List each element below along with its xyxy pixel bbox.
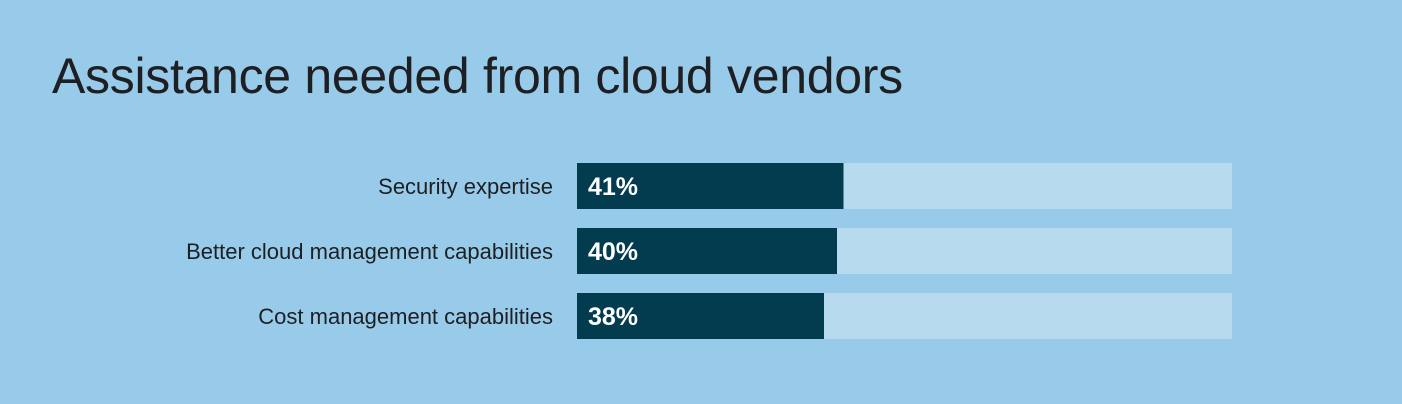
value-label: 38% bbox=[588, 303, 638, 331]
bar bbox=[577, 293, 824, 339]
value-label: 40% bbox=[588, 238, 638, 266]
category-label: Cost management capabilities bbox=[258, 304, 553, 329]
bar bbox=[577, 228, 837, 274]
category-label: Better cloud management capabilities bbox=[186, 239, 553, 264]
category-label: Security expertise bbox=[378, 174, 553, 199]
chart-title: Assistance needed from cloud vendors bbox=[52, 48, 903, 104]
value-label: 41% bbox=[588, 173, 638, 201]
bar bbox=[577, 163, 844, 209]
